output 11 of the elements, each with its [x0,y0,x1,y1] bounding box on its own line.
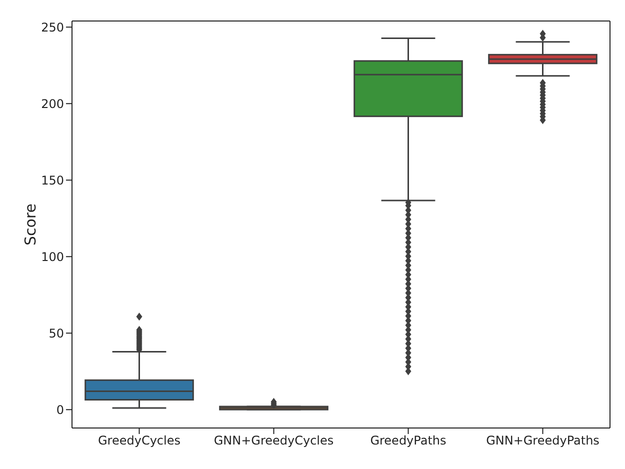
x-tick-label: GNN+GreedyPaths [486,434,600,448]
y-tick-label: 50 [48,326,64,340]
y-tick-label: 0 [56,402,64,417]
y-tick-label: 100 [41,250,64,264]
y-tick-label: 250 [41,20,64,34]
x-tick-label: GreedyPaths [370,434,446,448]
y-tick-label: 200 [41,96,64,111]
y-axis-title: Score [21,203,40,246]
x-tick-label: GreedyCycles [98,434,180,448]
y-tick-label: 150 [41,173,64,188]
x-tick-label: GNN+GreedyCycles [214,434,334,448]
